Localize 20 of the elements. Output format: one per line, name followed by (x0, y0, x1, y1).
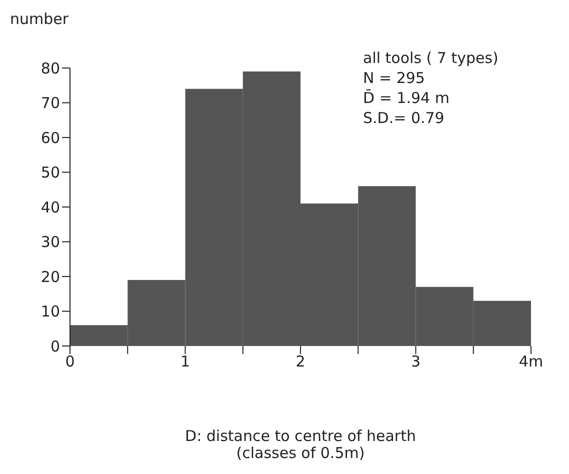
text: all tools ( 7 types) (363, 48, 498, 68)
x-tick-label: 4m (518, 352, 544, 371)
y-tick-label: 0 (50, 337, 60, 356)
annotation: D̄ = 1.94 m (363, 88, 450, 108)
y-tick-label: 30 (40, 233, 60, 252)
y-tick-label: 50 (40, 164, 60, 182)
x-tick-label: 2 (296, 352, 306, 371)
x-tick-label: 1 (180, 352, 190, 371)
x-tick-label: 0 (65, 352, 75, 371)
y-tick-label: 10 (40, 302, 60, 321)
y-tick-label: 70 (40, 94, 60, 112)
y-tick-label: 20 (40, 268, 60, 286)
y-tick-label: 80 (40, 59, 60, 78)
x-axis-title: D: distance to centre of hearth (classes of 0.5m) (184, 427, 417, 462)
y-axis-title: number (10, 10, 69, 28)
annotation: N = 295 (363, 68, 426, 88)
annotation: S.D.= 0.79 (363, 108, 446, 128)
x-tick-label: 3 (410, 352, 421, 371)
y-tick-label: 40 (40, 198, 60, 216)
y-tick-label: 60 (40, 128, 60, 147)
